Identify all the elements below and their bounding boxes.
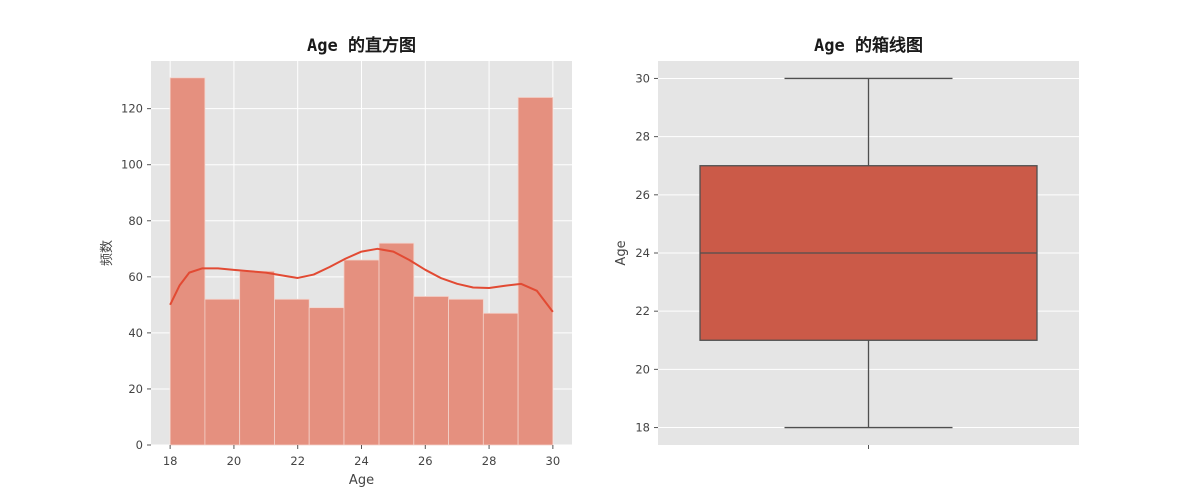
histogram-y-ticks: 0 20 40 60 80 100 120 bbox=[121, 102, 151, 452]
histogram-bar bbox=[204, 298, 241, 446]
histogram-bar bbox=[239, 270, 275, 446]
boxplot-chart: 18 20 22 24 26 28 30 Age 的箱线图 Age bbox=[614, 35, 1079, 449]
histogram-kde-line bbox=[169, 247, 554, 313]
histogram-bar bbox=[413, 296, 449, 446]
boxplot-y-axis-label: Age bbox=[614, 240, 629, 265]
histogram-y-tick-label: 40 bbox=[128, 326, 143, 340]
histogram-bar bbox=[378, 242, 415, 446]
histogram-bar bbox=[517, 97, 554, 446]
histogram-y-tick-label: 0 bbox=[136, 438, 143, 452]
histogram-bar bbox=[308, 307, 345, 446]
histogram-y-tick-label: 60 bbox=[128, 270, 143, 284]
histogram-x-axis-label: Age bbox=[349, 473, 374, 488]
boxplot-y-tick-label: 24 bbox=[635, 246, 650, 260]
boxplot-y-tick-label: 26 bbox=[635, 188, 650, 202]
histogram-x-tick-label: 30 bbox=[546, 454, 561, 468]
histogram-y-axis-label: 频数 bbox=[100, 240, 115, 266]
histogram-x-tick-label: 26 bbox=[418, 454, 433, 468]
boxplot-y-tick-label: 28 bbox=[635, 130, 650, 144]
boxplot-y-ticks: 18 20 22 24 26 28 30 bbox=[635, 71, 658, 435]
boxplot-y-tick-label: 18 bbox=[635, 421, 650, 435]
histogram-x-tick-label: 20 bbox=[227, 454, 242, 468]
histogram-bar bbox=[169, 77, 206, 446]
boxplot-y-tick-label: 20 bbox=[635, 362, 650, 376]
boxplot-y-tick-label: 30 bbox=[635, 71, 650, 85]
histogram-x-tick-label: 18 bbox=[163, 454, 178, 468]
histogram-x-tick-label: 28 bbox=[482, 454, 497, 468]
histogram-bar bbox=[274, 298, 310, 446]
histogram-y-tick-label: 80 bbox=[128, 214, 143, 228]
histogram-bar bbox=[448, 298, 484, 446]
histogram-y-tick-label: 20 bbox=[128, 382, 143, 396]
histogram-bar bbox=[343, 259, 380, 446]
histogram-x-ticks: 18 20 22 24 26 28 30 bbox=[163, 445, 560, 468]
histogram-y-tick-label: 100 bbox=[121, 158, 143, 172]
histogram-x-tick-label: 24 bbox=[354, 454, 369, 468]
boxplot-title: Age 的箱线图 bbox=[814, 35, 923, 56]
histogram-x-tick-label: 22 bbox=[290, 454, 305, 468]
boxplot-y-tick-label: 22 bbox=[635, 304, 650, 318]
histogram-bars bbox=[169, 77, 554, 446]
histogram-title: Age 的直方图 bbox=[307, 35, 416, 56]
histogram-y-tick-label: 120 bbox=[121, 102, 143, 116]
histogram-bar bbox=[482, 312, 519, 446]
